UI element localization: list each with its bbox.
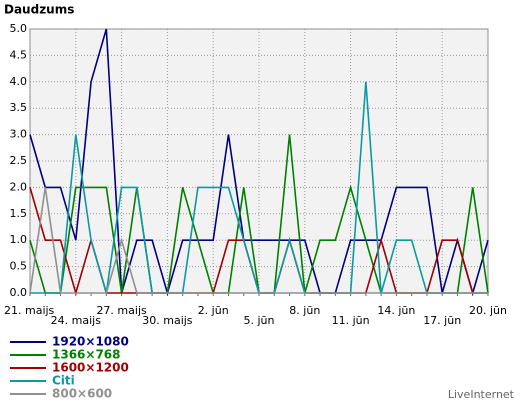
- legend-label: 1366×768: [52, 348, 121, 362]
- x-tick-label: 24. maijs: [51, 314, 102, 327]
- legend-label: 1920×1080: [52, 335, 129, 349]
- y-tick-label: 4.0: [10, 75, 28, 88]
- x-tick-label: 20. jūn: [469, 304, 507, 317]
- legend-label: 800×600: [52, 387, 112, 401]
- chart-title: Daudzums: [4, 3, 74, 17]
- y-tick-label: 2.0: [10, 180, 28, 193]
- y-tick-label: 2.5: [10, 154, 28, 167]
- x-tick-label: 17. jūn: [423, 314, 461, 327]
- x-tick-label: 30. maijs: [142, 314, 193, 327]
- series-line: [29, 187, 488, 294]
- y-tick-label: 0.5: [10, 260, 28, 273]
- x-tick-label: 2. jūn: [198, 304, 229, 317]
- y-tick-label: 5.0: [10, 22, 28, 35]
- footer: LiveInternet: [448, 388, 515, 401]
- y-tick-label: 0.0: [10, 286, 28, 299]
- x-tick-label: 11. jūn: [332, 314, 370, 327]
- legend-label: Citi: [52, 374, 75, 388]
- y-tick-label: 1.0: [10, 233, 28, 246]
- series-line: [29, 28, 489, 296]
- x-tick-label: 21. maijs: [4, 304, 55, 317]
- y-tick-label: 1.5: [10, 207, 28, 220]
- x-tick-label: 8. jūn: [289, 304, 320, 317]
- x-tick-label: 5. jūn: [244, 314, 275, 327]
- x-tick-label: 14. jūn: [377, 304, 415, 317]
- legend-label: 1600×1200: [52, 361, 129, 375]
- y-tick-label: 3.5: [10, 101, 28, 114]
- y-tick-label: 4.5: [10, 48, 28, 61]
- x-tick-label: 27. maijs: [96, 304, 147, 317]
- y-tick-label: 3.0: [10, 128, 28, 141]
